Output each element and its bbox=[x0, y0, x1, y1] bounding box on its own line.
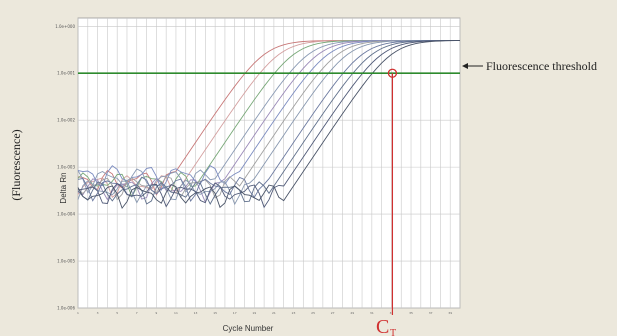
x-tick-label: 9 bbox=[155, 311, 157, 315]
x-tick-label: 21 bbox=[272, 311, 276, 315]
y-tick-label: 1.0e-003 bbox=[57, 165, 75, 170]
threshold-label: Fluorescence threshold bbox=[486, 59, 597, 73]
ct-intersection-marker bbox=[387, 68, 398, 78]
x-tick-label: 3 bbox=[97, 311, 99, 315]
y-tick-labels: 1.0e+000 1.0e-001 1.0e-002 1.0e-003 1.0e-004… bbox=[55, 24, 75, 311]
y-tick-label: 1.0e-006 bbox=[57, 306, 75, 311]
x-axis-label: Cycle Number bbox=[223, 324, 274, 333]
y-tick-label: 1.0e-005 bbox=[57, 259, 75, 264]
amplification-curves bbox=[77, 39, 461, 210]
y-tick-label: 1.0e-004 bbox=[57, 212, 75, 217]
x-tick-label: 39 bbox=[448, 311, 452, 315]
y-tick-label: 1.0e-002 bbox=[57, 118, 75, 123]
y-axis-label: Delta Rn bbox=[59, 172, 68, 203]
y-tick-label: 1.0e-001 bbox=[57, 71, 75, 76]
ct-label: C bbox=[376, 316, 389, 336]
x-tick-label: 11 bbox=[174, 311, 178, 315]
amplification-curve bbox=[77, 40, 461, 210]
x-tick-labels: 1 3 5 7 9 11 13 15 17 19 21 23 25 27 29 31 33 35 37 39 bbox=[77, 311, 452, 315]
ct-subscript: T bbox=[390, 328, 396, 336]
x-tick-label: 33 bbox=[390, 311, 394, 315]
ct-annotation: C T bbox=[376, 316, 396, 336]
x-tick-label: 29 bbox=[350, 311, 354, 315]
x-tick-label: 17 bbox=[233, 311, 237, 315]
x-tick-label: 25 bbox=[311, 311, 315, 315]
x-tick-label: 13 bbox=[194, 311, 198, 315]
grid-lines bbox=[77, 18, 461, 309]
x-tick-label: 7 bbox=[136, 311, 138, 315]
amplification-curve bbox=[77, 40, 460, 209]
threshold-annotation: Fluorescence threshold bbox=[462, 59, 597, 73]
x-tick-label: 31 bbox=[370, 311, 374, 315]
x-tick-label: 5 bbox=[116, 311, 118, 315]
x-tick-label: 19 bbox=[252, 311, 256, 315]
amplification-curve bbox=[77, 39, 460, 202]
x-tick-label: 35 bbox=[409, 311, 413, 315]
outer-y-label: (Fluorescence) bbox=[9, 129, 23, 200]
x-tick-label: 1 bbox=[77, 311, 79, 315]
x-tick-label: 37 bbox=[429, 311, 433, 315]
arrow-left-icon bbox=[462, 63, 468, 69]
x-tick-label: 27 bbox=[331, 311, 335, 315]
y-tick-label: 1.0e+000 bbox=[55, 24, 75, 29]
plot-area bbox=[77, 17, 461, 309]
x-tick-label: 23 bbox=[292, 311, 296, 315]
x-tick-label: 15 bbox=[213, 311, 217, 315]
amplification-curve bbox=[77, 39, 460, 206]
